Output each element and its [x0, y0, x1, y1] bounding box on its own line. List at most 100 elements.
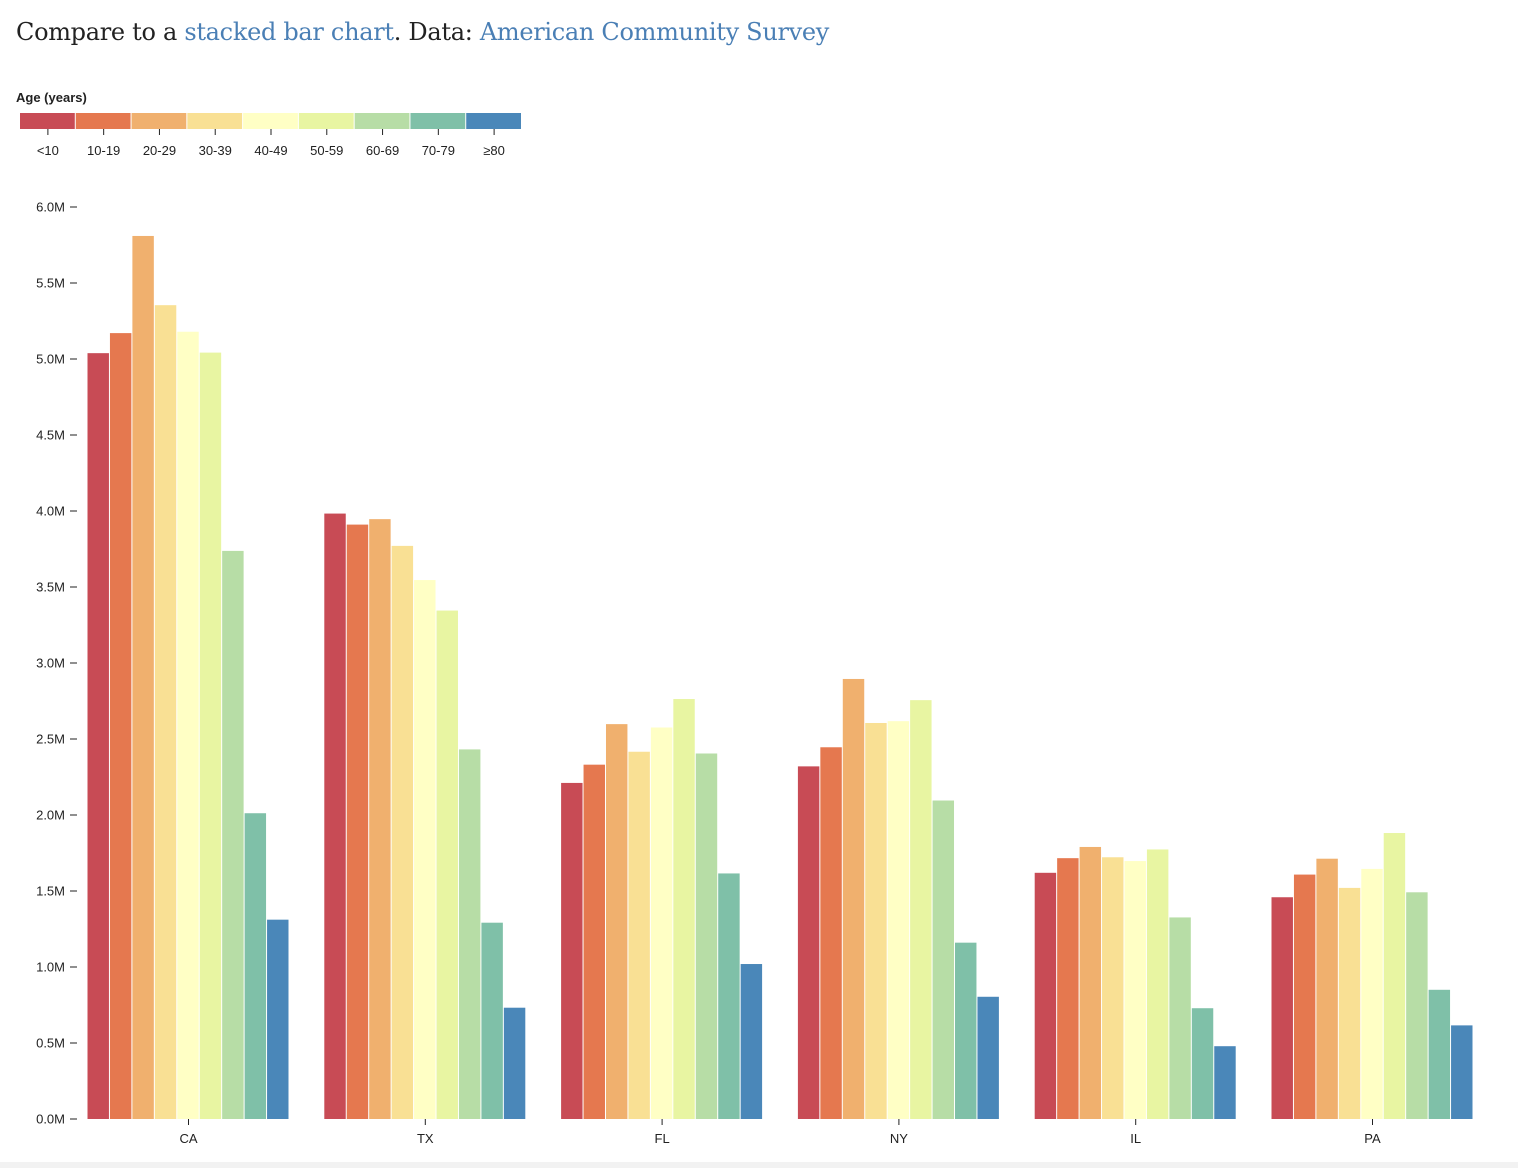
y-axis: 0.0M 0.5M 1.0M 1.5M 2.0M 2.5M 3.0M 3.5M 4.0M 4.5M…	[36, 200, 77, 1127]
x-tick-label: CA	[179, 1131, 197, 1146]
bar-TX-<10	[324, 513, 346, 1119]
bar-IL-10-19	[1057, 858, 1079, 1119]
legend-swatch	[354, 113, 410, 129]
bar-FL-≥80	[740, 964, 763, 1119]
bar-CA-50-59	[199, 352, 222, 1120]
bar-NY-≥80	[977, 996, 999, 1119]
x-tick-label: IL	[1130, 1131, 1141, 1146]
legend: <10 10-19 20-29 30-39 40-49 50-59 60-69 70-79 ≥8…	[20, 113, 521, 158]
bar-TX-60-69	[458, 749, 481, 1119]
legend-label: ≥80	[483, 143, 505, 158]
bar-IL-50-59	[1146, 849, 1169, 1119]
bars	[87, 235, 1473, 1120]
bar-FL-40-49	[650, 727, 673, 1119]
bar-NY-20-29	[842, 678, 865, 1119]
bar-TX-40-49	[414, 580, 436, 1119]
bar-NY-60-69	[932, 800, 955, 1119]
bar-PA-<10	[1271, 897, 1293, 1119]
x-tick-label: FL	[655, 1131, 670, 1146]
bar-PA-30-39	[1338, 887, 1361, 1119]
legend-label: 60-69	[366, 143, 399, 158]
bar-CA-30-39	[154, 305, 177, 1119]
bar-TX-≥80	[503, 1007, 526, 1119]
bar-PA-70-79	[1428, 989, 1451, 1119]
bar-CA-60-69	[222, 550, 244, 1119]
bar-IL-60-69	[1169, 917, 1191, 1119]
chart-caption: Compare to a stacked bar chart. Data: Am…	[16, 18, 829, 46]
data-source-link[interactable]: American Community Survey	[479, 18, 830, 46]
bar-TX-10-19	[346, 524, 369, 1119]
bar-NY-10-19	[820, 747, 842, 1119]
legend-swatch	[466, 113, 521, 129]
y-tick-label: 0.0M	[36, 1112, 65, 1127]
bar-TX-20-29	[369, 519, 391, 1119]
bar-FL-60-69	[695, 753, 718, 1119]
bar-FL-50-59	[673, 699, 695, 1119]
legend-swatch	[410, 113, 466, 129]
legend-swatch	[131, 113, 187, 129]
stacked-bar-chart-link[interactable]: stacked bar chart	[184, 18, 394, 46]
y-tick-label: 2.0M	[36, 808, 65, 823]
y-tick-label: 5.0M	[36, 352, 65, 367]
bar-CA-≥80	[267, 919, 289, 1119]
y-tick-label: 1.0M	[36, 960, 65, 975]
legend-label: 30-39	[199, 143, 232, 158]
bar-TX-30-39	[391, 545, 414, 1119]
bar-CA-20-29	[132, 235, 154, 1120]
y-tick-label: 3.0M	[36, 656, 65, 671]
caption-text: Compare to a	[16, 18, 185, 46]
bar-NY-<10	[797, 766, 820, 1119]
y-tick-label: 1.5M	[36, 884, 65, 899]
bar-FL-20-29	[605, 724, 628, 1119]
bar-group-CA	[87, 235, 289, 1120]
y-tick-label: 2.5M	[36, 732, 65, 747]
y-tick-label: 6.0M	[36, 200, 65, 215]
x-tick-label: NY	[890, 1131, 908, 1146]
bar-PA-40-49	[1361, 868, 1383, 1119]
legend-swatch	[20, 113, 75, 129]
legend-swatch	[298, 113, 354, 129]
bar-IL-70-79	[1191, 1008, 1214, 1119]
bar-IL-<10	[1034, 872, 1057, 1119]
caption-text: . Data:	[393, 18, 480, 46]
bar-NY-30-39	[865, 722, 887, 1119]
bar-group-NY	[797, 678, 999, 1119]
legend-swatch	[75, 113, 131, 129]
bar-group-FL	[561, 699, 763, 1119]
bar-group-TX	[324, 513, 526, 1119]
bar-IL-30-39	[1102, 857, 1124, 1119]
legend-label: 20-29	[143, 143, 176, 158]
bar-CA-10-19	[109, 333, 132, 1119]
bar-FL-70-79	[718, 873, 740, 1119]
bar-group-IL	[1034, 846, 1236, 1119]
legend-label: 10-19	[87, 143, 120, 158]
legend-label: <10	[37, 143, 59, 158]
x-axis: CA TX FL NY IL PA	[179, 1119, 1381, 1146]
bar-NY-50-59	[910, 700, 932, 1119]
y-tick-label: 3.5M	[36, 580, 65, 595]
footer-bar	[0, 1162, 1518, 1168]
bar-IL-40-49	[1124, 861, 1146, 1119]
x-tick-label: TX	[417, 1131, 434, 1146]
legend-label: 70-79	[422, 143, 455, 158]
bar-PA-≥80	[1451, 1025, 1473, 1119]
bar-IL-20-29	[1079, 846, 1102, 1119]
bar-FL-10-19	[583, 764, 605, 1119]
bar-TX-50-59	[436, 610, 458, 1119]
bar-NY-40-49	[887, 721, 910, 1119]
bar-CA-40-49	[177, 331, 199, 1119]
bar-CA-70-79	[244, 813, 267, 1119]
legend-title: Age (years)	[16, 90, 87, 105]
y-tick-label: 4.5M	[36, 428, 65, 443]
legend-label: 40-49	[254, 143, 287, 158]
x-tick-label: PA	[1364, 1131, 1381, 1146]
bar-PA-10-19	[1293, 874, 1316, 1119]
bar-group-PA	[1271, 833, 1473, 1119]
bar-TX-70-79	[481, 922, 503, 1119]
y-tick-label: 5.5M	[36, 276, 65, 291]
bar-FL-<10	[561, 782, 583, 1119]
y-tick-label: 4.0M	[36, 504, 65, 519]
legend-swatch	[187, 113, 243, 129]
bar-FL-30-39	[628, 751, 650, 1119]
